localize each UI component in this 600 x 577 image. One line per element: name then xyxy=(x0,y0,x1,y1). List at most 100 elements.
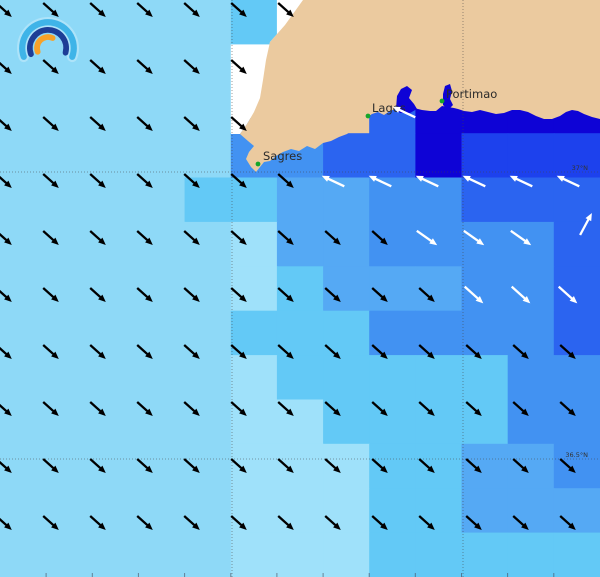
wind-speed-cell xyxy=(230,399,278,445)
wind-arrow-white-head xyxy=(368,175,377,182)
wind-arrow-head xyxy=(192,408,200,416)
wind-speed-cell xyxy=(415,532,463,577)
wind-speed-cell xyxy=(369,177,416,223)
wind-arrow-head xyxy=(98,465,106,473)
wind-speed-cell xyxy=(323,310,370,356)
wind-speed-cell xyxy=(46,310,93,356)
wind-speed-cell xyxy=(276,443,324,489)
wind-arrow-head xyxy=(4,408,12,416)
wind-arrow-head xyxy=(568,465,576,473)
wind-arrow-head xyxy=(145,237,153,245)
wind-arrow-head xyxy=(286,237,294,245)
wind-arrow-white xyxy=(395,107,416,119)
wind-arrow-head xyxy=(51,66,59,74)
wind-arrow-head xyxy=(192,294,200,302)
wind-arrow-white-head xyxy=(476,238,485,246)
wind-speed-cell xyxy=(0,355,47,401)
wind-speed-cell xyxy=(184,88,232,134)
wind-speed-cell xyxy=(553,310,600,356)
wind-speed-cell xyxy=(461,177,509,223)
wind-arrow-white-head xyxy=(556,175,565,182)
wind-arrow-head xyxy=(98,180,106,188)
wind-arrow-head xyxy=(145,465,153,473)
wind-arrow-head xyxy=(427,351,435,359)
wind-speed-cell xyxy=(92,443,140,489)
wind-speed-cell xyxy=(0,310,47,356)
wind-arrow-head xyxy=(474,351,482,359)
wind-arrow-head xyxy=(380,465,388,473)
wind-speed-cell xyxy=(230,0,278,45)
wind-speed-cell xyxy=(46,133,93,179)
wind-speed-cell xyxy=(230,266,278,312)
wind-speed-cell xyxy=(507,177,555,223)
wind-arrow-head xyxy=(427,408,435,416)
wind-arrow-head xyxy=(4,123,12,131)
wind-speed-cell xyxy=(138,488,186,534)
wind-arrow-head xyxy=(380,522,388,530)
wind-speed-cell xyxy=(461,221,509,267)
wind-arrow-head xyxy=(239,408,247,416)
wind-speed-cell xyxy=(553,133,600,179)
wind-speed-cell xyxy=(0,532,47,577)
wind-arrow-head xyxy=(286,465,294,473)
wind-speed-cell xyxy=(553,488,600,534)
wind-arrow-head xyxy=(427,465,435,473)
wind-arrow-white-head xyxy=(509,175,518,182)
wind-arrow-head xyxy=(51,522,59,530)
wind-speed-cell xyxy=(138,532,186,577)
wind-arrow-head xyxy=(51,351,59,359)
wind-speed-cell xyxy=(507,310,555,356)
wind-arrow-head xyxy=(521,522,529,530)
latitude-label: 36.5°N xyxy=(565,451,588,459)
wind-speed-cell xyxy=(184,532,232,577)
wind-speed-cell xyxy=(92,133,140,179)
latitude-label: 37°N xyxy=(572,164,589,172)
wind-arrow-head xyxy=(333,294,341,302)
wind-speed-cell xyxy=(369,355,416,401)
wind-arrow-head xyxy=(286,351,294,359)
wind-arrow-head xyxy=(192,180,200,188)
wind-speed-cell xyxy=(0,44,47,90)
wind-arrow-head xyxy=(192,465,200,473)
wind-speed-cell xyxy=(230,488,278,534)
wind-arrow-head xyxy=(380,408,388,416)
wind-arrow-white xyxy=(371,176,392,188)
wind-arrow-white-head xyxy=(475,296,484,304)
wind-arrow-head xyxy=(192,237,200,245)
wind-arrow-head xyxy=(4,66,12,74)
wind-arrow-head xyxy=(333,351,341,359)
wind-speed-cell xyxy=(461,443,509,489)
wind-speed-cell xyxy=(46,266,93,312)
wind-arrow-head xyxy=(286,294,294,302)
wind-speed-cell xyxy=(507,443,555,489)
wind-speed-cell xyxy=(461,355,509,401)
wind-arrow-head xyxy=(286,9,294,17)
wind-speed-cell xyxy=(184,221,232,267)
wind-speed-cell xyxy=(138,133,186,179)
wind-arrow-head xyxy=(521,408,529,416)
wind-arrow-head xyxy=(145,522,153,530)
wind-speed-cell xyxy=(0,133,47,179)
wind-arrow-head xyxy=(474,522,482,530)
wind-arrow-head xyxy=(380,294,388,302)
wind-arrow-white-head xyxy=(462,175,471,182)
wind-speed-cell xyxy=(461,399,509,445)
wind-speed-cell xyxy=(92,310,140,356)
wind-arrow-head xyxy=(145,294,153,302)
wind-speed-cell xyxy=(323,443,370,489)
wind-speed-cell xyxy=(369,532,416,577)
wind-speed-cell xyxy=(276,310,324,356)
wind-speed-cell xyxy=(46,399,93,445)
wind-arrow-head xyxy=(239,123,247,131)
wind-speed-cell xyxy=(0,221,47,267)
wind-speed-cell xyxy=(415,443,463,489)
wind-speed-cell xyxy=(461,133,509,179)
wind-arrow-head xyxy=(51,294,59,302)
wind-speed-cell xyxy=(369,488,416,534)
wind-speed-cell xyxy=(507,532,555,577)
wind-arrow-head xyxy=(474,408,482,416)
portimao-river-water xyxy=(443,84,453,110)
wind-arrow-head xyxy=(239,522,247,530)
